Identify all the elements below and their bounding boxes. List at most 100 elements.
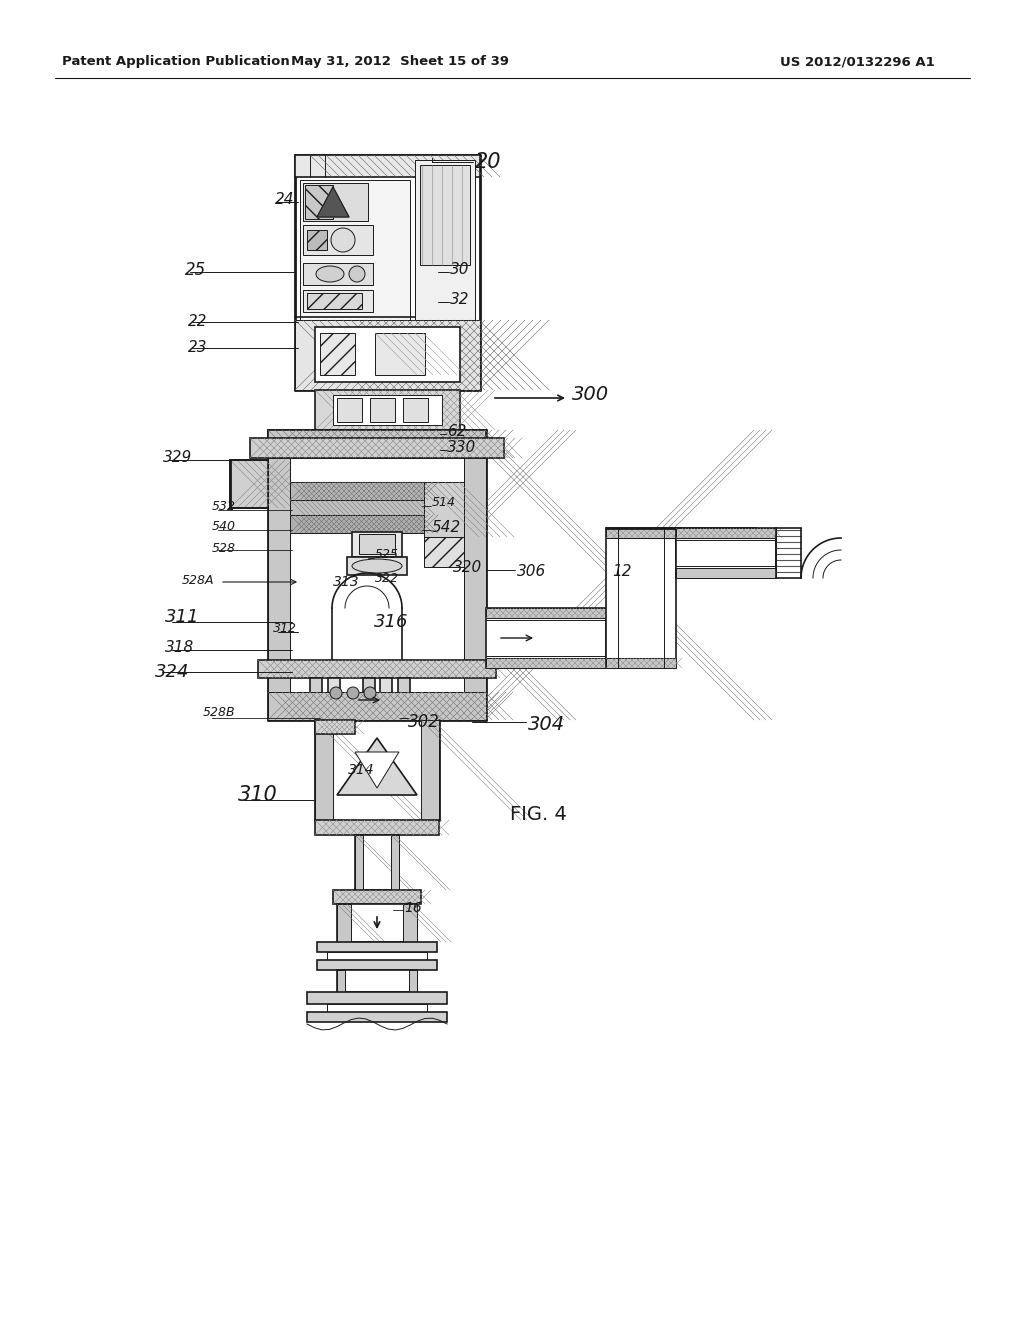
- Bar: [420, 165, 470, 265]
- Text: 322: 322: [375, 572, 399, 585]
- Bar: [290, 482, 424, 500]
- Bar: [337, 970, 345, 993]
- Bar: [317, 960, 437, 970]
- Bar: [327, 1005, 427, 1012]
- Bar: [424, 482, 464, 537]
- Bar: [676, 528, 776, 578]
- Text: 22: 22: [188, 314, 208, 330]
- Circle shape: [331, 228, 355, 252]
- Text: 528B: 528B: [203, 705, 236, 718]
- Bar: [415, 160, 475, 385]
- Text: 304: 304: [528, 715, 565, 734]
- Text: 540: 540: [212, 520, 236, 533]
- Text: 24: 24: [275, 193, 295, 207]
- Text: 318: 318: [165, 640, 195, 656]
- Text: 32: 32: [450, 293, 469, 308]
- Bar: [333, 395, 442, 425]
- Bar: [362, 678, 375, 719]
- Text: 324: 324: [155, 663, 189, 681]
- Ellipse shape: [316, 267, 344, 282]
- Bar: [315, 820, 439, 836]
- Bar: [676, 528, 776, 539]
- Bar: [317, 942, 437, 952]
- Bar: [606, 528, 676, 539]
- Bar: [337, 904, 417, 942]
- Text: 25: 25: [185, 261, 206, 279]
- Circle shape: [349, 267, 365, 282]
- Circle shape: [330, 686, 342, 700]
- Bar: [300, 180, 410, 385]
- Bar: [268, 692, 486, 719]
- Bar: [355, 836, 362, 890]
- Bar: [290, 500, 424, 515]
- Bar: [307, 993, 447, 1005]
- Bar: [307, 293, 362, 309]
- Bar: [409, 970, 417, 993]
- Bar: [315, 327, 460, 381]
- Bar: [403, 399, 428, 422]
- Text: 312: 312: [273, 622, 297, 635]
- Text: 525: 525: [375, 549, 399, 561]
- Bar: [303, 224, 373, 255]
- Text: 12: 12: [612, 565, 632, 579]
- Bar: [328, 678, 340, 719]
- Bar: [380, 678, 392, 719]
- Bar: [303, 183, 368, 220]
- Bar: [327, 952, 427, 960]
- Text: 20: 20: [475, 152, 502, 172]
- Ellipse shape: [352, 558, 402, 573]
- Bar: [305, 185, 333, 219]
- Bar: [315, 719, 333, 820]
- Bar: [486, 609, 606, 618]
- Text: 528: 528: [212, 541, 236, 554]
- Text: 313: 313: [333, 576, 359, 589]
- Bar: [303, 290, 373, 312]
- Polygon shape: [317, 187, 349, 216]
- Text: 314: 314: [348, 763, 375, 777]
- Text: 311: 311: [165, 609, 200, 626]
- Bar: [319, 333, 355, 375]
- Bar: [250, 438, 504, 458]
- Text: 316: 316: [374, 612, 409, 631]
- Text: 330: 330: [447, 441, 476, 455]
- Bar: [486, 609, 606, 668]
- Text: US 2012/0132296 A1: US 2012/0132296 A1: [780, 55, 935, 69]
- Circle shape: [364, 686, 376, 700]
- Bar: [486, 657, 606, 668]
- Text: 30: 30: [450, 263, 469, 277]
- Text: 16: 16: [404, 902, 422, 915]
- Bar: [337, 399, 362, 422]
- Bar: [347, 557, 407, 576]
- Bar: [375, 333, 425, 375]
- Bar: [268, 430, 486, 458]
- Text: 310: 310: [238, 785, 278, 805]
- Bar: [333, 890, 421, 904]
- Bar: [230, 459, 268, 508]
- Text: 23: 23: [188, 341, 208, 355]
- Text: 62: 62: [447, 425, 467, 440]
- Bar: [370, 399, 395, 422]
- Bar: [352, 532, 402, 557]
- Bar: [424, 537, 464, 568]
- Bar: [295, 154, 480, 177]
- Bar: [307, 230, 327, 249]
- Bar: [303, 263, 373, 285]
- Bar: [606, 528, 676, 668]
- Bar: [258, 660, 496, 678]
- Circle shape: [347, 686, 359, 700]
- Bar: [290, 515, 424, 533]
- Text: 300: 300: [572, 385, 609, 404]
- Bar: [315, 389, 460, 430]
- Text: 542: 542: [432, 520, 461, 535]
- Text: 302: 302: [408, 713, 440, 731]
- Text: 532: 532: [212, 500, 236, 513]
- Polygon shape: [355, 752, 399, 788]
- Text: 306: 306: [517, 565, 546, 579]
- Polygon shape: [337, 738, 417, 795]
- Bar: [464, 430, 486, 719]
- Bar: [421, 719, 439, 820]
- Bar: [355, 836, 399, 890]
- Text: May 31, 2012  Sheet 15 of 39: May 31, 2012 Sheet 15 of 39: [291, 55, 509, 69]
- Bar: [676, 568, 776, 578]
- Text: Patent Application Publication: Patent Application Publication: [62, 55, 290, 69]
